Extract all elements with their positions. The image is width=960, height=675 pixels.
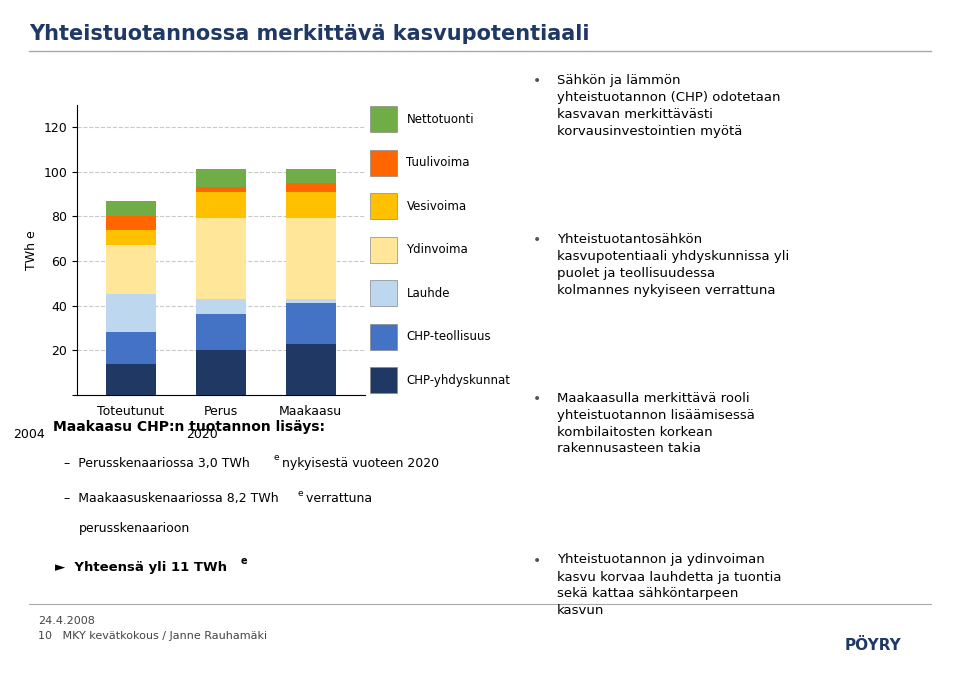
Bar [286, 303, 336, 344]
Text: verrattuna: verrattuna [301, 492, 372, 506]
FancyBboxPatch shape [370, 324, 397, 350]
Text: Yhteistuotantosähkön
kasvupotentiaali yhdyskunnissa yli
puolet ja teollisuudessa: Yhteistuotantosähkön kasvupotentiaali yh… [557, 233, 789, 297]
Bar [196, 192, 246, 219]
Bar [286, 219, 336, 299]
Bar [286, 299, 336, 303]
Bar [196, 219, 246, 299]
Bar [106, 364, 156, 395]
FancyBboxPatch shape [370, 237, 397, 263]
Text: Lauhde: Lauhde [406, 287, 450, 300]
Text: 24.4.2008: 24.4.2008 [38, 616, 95, 626]
Text: –  Maakaasuskenaariossa 8,2 TWh: – Maakaasuskenaariossa 8,2 TWh [64, 492, 279, 506]
Text: 2004: 2004 [13, 428, 45, 441]
Text: e: e [298, 489, 302, 497]
Text: perusskenaarioon: perusskenaarioon [79, 522, 190, 535]
Text: ►  Yhteensä yli 11 TWh: ► Yhteensä yli 11 TWh [55, 561, 227, 574]
Text: Yhteistuotannon ja ydinvoiman
kasvu korvaa lauhdetta ja tuontia
sekä kattaa sähk: Yhteistuotannon ja ydinvoiman kasvu korv… [557, 554, 781, 618]
Text: Ydinvoima: Ydinvoima [406, 243, 468, 256]
Y-axis label: TWh e: TWh e [25, 230, 37, 269]
Text: Tuulivoima: Tuulivoima [406, 156, 470, 169]
Bar [106, 294, 156, 332]
Text: Vesivoima: Vesivoima [406, 200, 467, 213]
Bar [196, 299, 246, 315]
Bar [196, 169, 246, 187]
Bar [286, 192, 336, 219]
Bar [106, 332, 156, 364]
Text: CHP-teollisuus: CHP-teollisuus [406, 330, 492, 344]
Text: e: e [274, 454, 279, 462]
Text: •: • [533, 392, 541, 406]
Bar [106, 216, 156, 230]
Text: –  Perusskenaariossa 3,0 TWh: – Perusskenaariossa 3,0 TWh [64, 457, 250, 470]
Text: CHP-yhdyskunnat: CHP-yhdyskunnat [406, 374, 511, 387]
Text: Maakaasulla merkittävä rooli
yhteistuotannon lisäämisessä
kombilaitosten korkean: Maakaasulla merkittävä rooli yhteistuota… [557, 392, 755, 456]
Bar [196, 350, 246, 395]
Text: 10   MKY kevätkokous / Janne Rauhamäki: 10 MKY kevätkokous / Janne Rauhamäki [38, 631, 268, 641]
FancyBboxPatch shape [370, 106, 397, 132]
Bar [106, 245, 156, 294]
Text: Maakaasu CHP:n tuotannon lisäys:: Maakaasu CHP:n tuotannon lisäys: [53, 420, 324, 434]
Text: PÖYRY: PÖYRY [845, 638, 901, 653]
Text: Sähkönhankinnan rakenne: Sähkönhankinnan rakenne [163, 75, 384, 90]
Text: e: e [241, 556, 248, 566]
Bar [106, 230, 156, 245]
Bar [106, 200, 156, 216]
Bar [196, 315, 246, 350]
Text: 2020: 2020 [186, 428, 218, 441]
Bar [196, 187, 246, 192]
Text: •: • [533, 554, 541, 568]
Text: •: • [533, 74, 541, 88]
FancyBboxPatch shape [370, 280, 397, 306]
Bar [286, 183, 336, 192]
FancyBboxPatch shape [370, 150, 397, 176]
Text: nykyisestä vuoteen 2020: nykyisestä vuoteen 2020 [278, 457, 440, 470]
FancyBboxPatch shape [370, 367, 397, 394]
Bar [286, 344, 336, 395]
Text: Nettotuonti: Nettotuonti [406, 113, 474, 126]
Text: Sähkön ja lämmön
yhteistuotannon (CHP) odotetaan
kasvavan merkittävästi
korvausi: Sähkön ja lämmön yhteistuotannon (CHP) o… [557, 74, 780, 138]
FancyBboxPatch shape [370, 193, 397, 219]
Text: •: • [533, 233, 541, 247]
Text: Yhteistuotannossa merkittävä kasvupotentiaali: Yhteistuotannossa merkittävä kasvupotent… [29, 24, 589, 44]
Bar [286, 169, 336, 183]
